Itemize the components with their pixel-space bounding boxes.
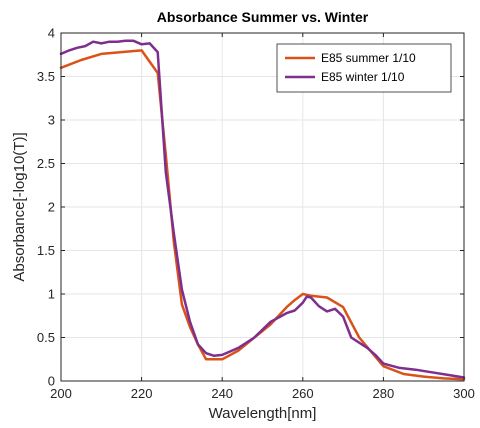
legend-label: E85 summer 1/10 (321, 51, 416, 65)
y-tick-label: 3 (48, 113, 55, 128)
y-axis-title: Absorbance[-log10(T)] (11, 132, 28, 281)
y-tick-label: 1 (48, 287, 55, 302)
y-tick-label: 0.5 (37, 330, 55, 345)
y-tick-label: 4 (48, 26, 55, 41)
chart-title: Absorbance Summer vs. Winter (157, 9, 369, 25)
x-tick-label: 200 (50, 386, 72, 401)
legend-box (276, 43, 452, 93)
y-tick-label: 2.5 (37, 156, 55, 171)
x-tick-label: 300 (453, 386, 475, 401)
series-line-winter (59, 39, 466, 379)
legend: E85 summer 1/10 E85 winter 1/10 (276, 43, 452, 93)
x-tick-label: 260 (292, 386, 314, 401)
y-tick-label: 0 (48, 374, 55, 389)
axis-ticks: 200 220 240 260 280 300 0 0.5 1 1.5 2 2.5 3 3.5 4 (37, 26, 475, 402)
x-tick-label: 240 (211, 386, 233, 401)
y-tick-label: 1.5 (37, 243, 55, 258)
y-tick-label: 2 (48, 200, 55, 215)
series-lines (59, 39, 466, 381)
y-tick-label: 3.5 (37, 69, 55, 84)
x-axis-title: Wavelength[nm] (209, 405, 317, 422)
legend-label: E85 winter 1/10 (321, 70, 405, 84)
x-tick-label: 280 (373, 386, 395, 401)
x-tick-label: 220 (131, 386, 153, 401)
